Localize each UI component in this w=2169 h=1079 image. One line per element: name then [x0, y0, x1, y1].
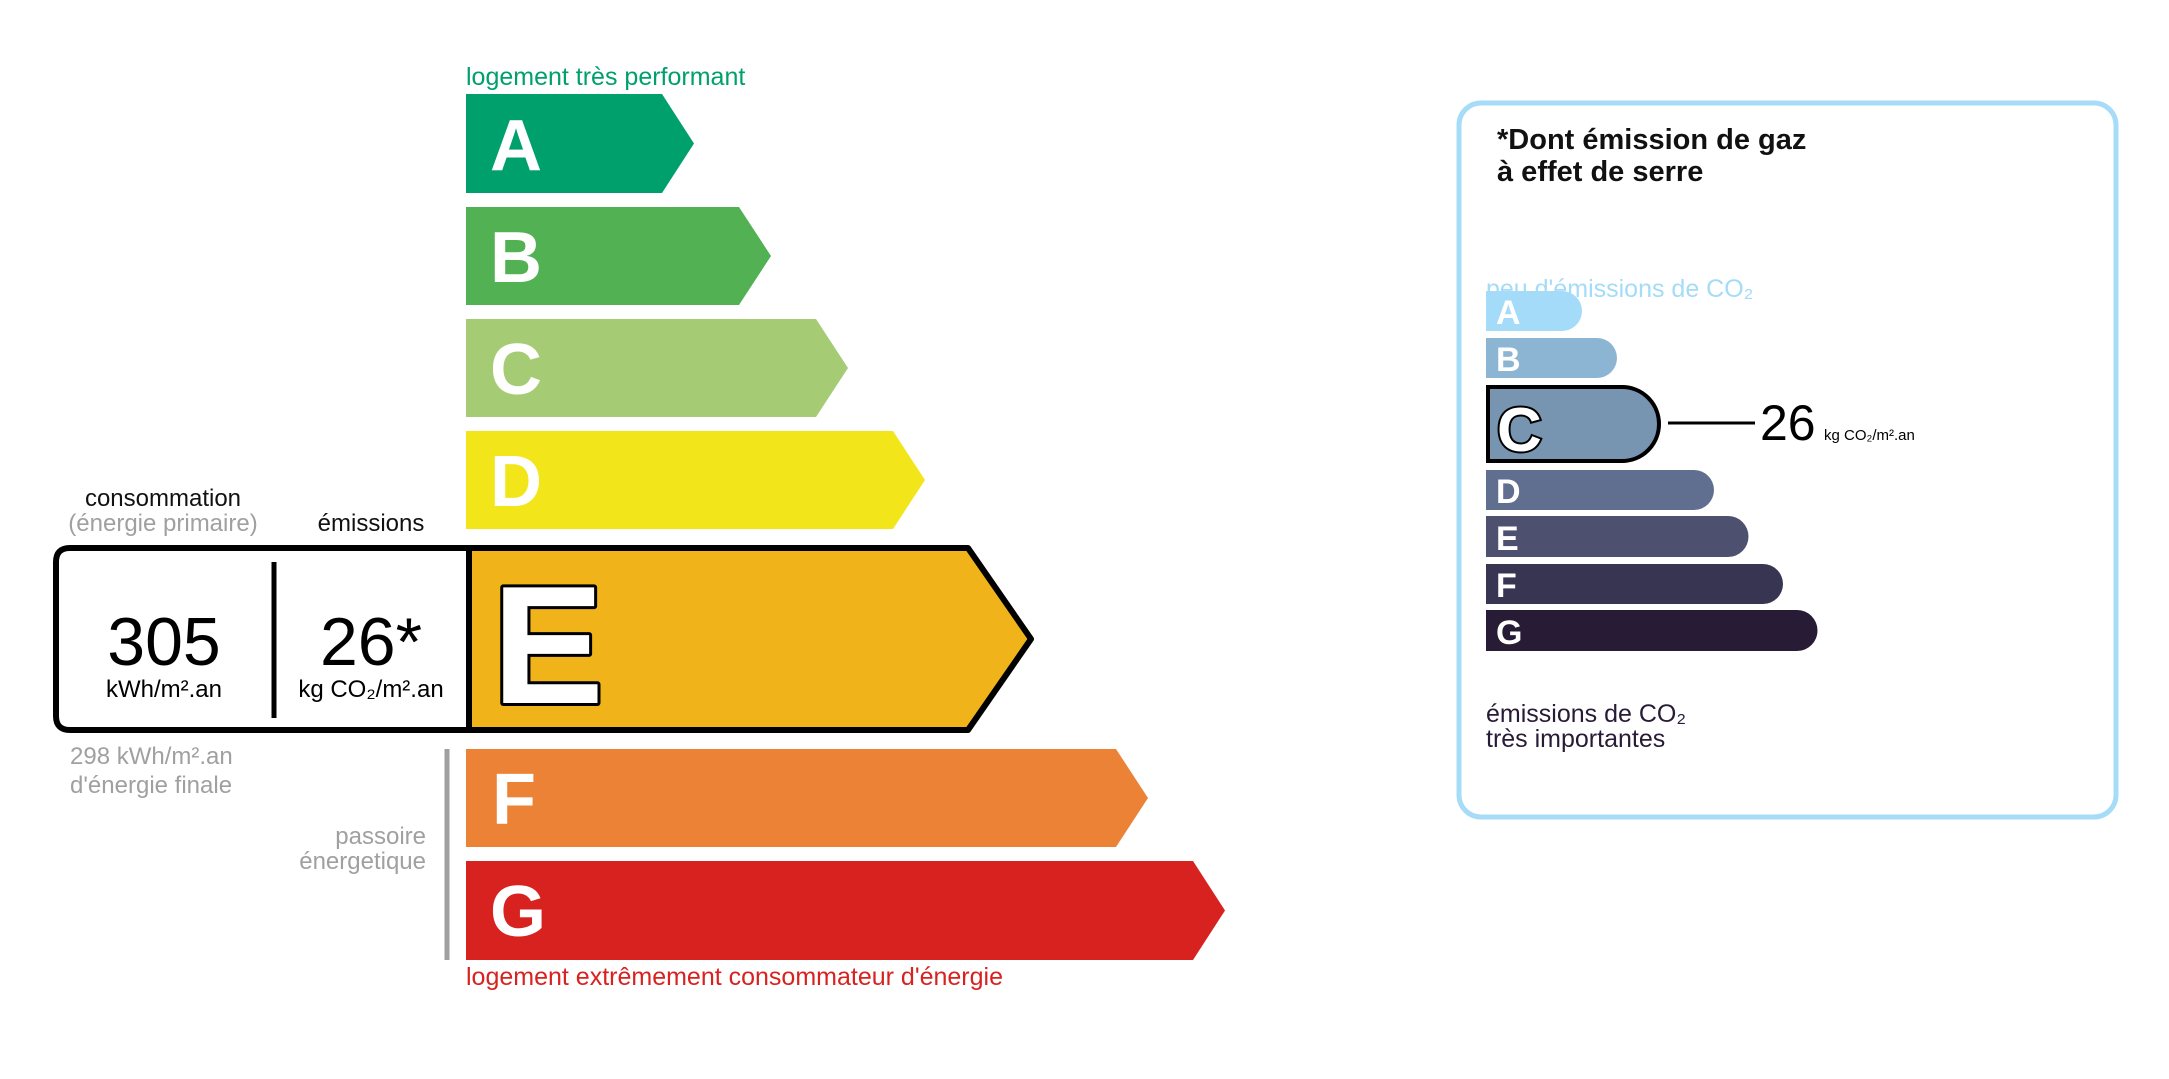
consumption-label: consommation	[85, 485, 241, 512]
class-letter-a: A	[490, 106, 542, 186]
consumption-sublabel: (énergie primaire)	[68, 510, 257, 537]
ghg-title-1: *Dont émission de gaz	[1497, 124, 1806, 156]
consumption-value: 305	[107, 604, 220, 680]
ghg-class-d: D	[1486, 470, 1714, 511]
current-energy-class-e: E 305 kWh/m².an 26* kg CO₂/m².an	[53, 545, 1034, 742]
ghg-letter-f: F	[1496, 567, 1517, 605]
ghg-value: 26	[1760, 395, 1816, 451]
energy-class-d: D	[466, 431, 925, 529]
ghg-class-f: F	[1486, 564, 1783, 605]
bottom-caption: logement extrêmement consommateur d'éner…	[466, 963, 1003, 991]
energy-class-f: F	[466, 749, 1148, 847]
passoire-label-2: énergetique	[299, 848, 426, 875]
final-energy-label: d'énergie finale	[70, 772, 232, 799]
ghg-title-2: à effet de serre	[1497, 156, 1703, 188]
passoire-label-1: passoire	[335, 823, 426, 850]
final-energy-value: 298 kWh/m².an	[70, 743, 233, 770]
ghg-unit: kg CO₂/m².an	[1824, 427, 1915, 444]
emissions-unit: kg CO₂/m².an	[298, 676, 443, 703]
class-letter-c: C	[490, 330, 542, 410]
ghg-class-b: B	[1486, 338, 1617, 379]
ghg-letter-d: D	[1496, 473, 1521, 511]
ghg-class-c-current: C	[1486, 385, 1661, 467]
ghg-class-g: G	[1486, 610, 1818, 652]
energy-class-b: B	[466, 207, 771, 305]
ghg-bottom-caption-2: très importantes	[1486, 725, 1665, 753]
class-letter-d: D	[490, 442, 542, 522]
current-class-letter: E	[492, 551, 604, 739]
ghg-panel: *Dont émission de gaz à effet de serre p…	[1456, 100, 2119, 820]
consumption-unit: kWh/m².an	[106, 676, 222, 703]
energy-class-c: C	[466, 319, 848, 417]
class-letter-f: F	[492, 760, 536, 840]
ghg-class-a: A	[1486, 291, 1582, 332]
ghg-letter-c: C	[1497, 396, 1542, 465]
ghg-bottom-caption-1: émissions de CO₂	[1486, 700, 1686, 728]
ghg-letter-e: E	[1496, 520, 1519, 558]
ghg-class-e: E	[1486, 516, 1749, 558]
ghg-letter-b: B	[1496, 341, 1521, 379]
energy-class-a: A	[466, 94, 694, 193]
emissions-value: 26*	[320, 604, 422, 680]
ghg-letter-a: A	[1496, 294, 1521, 332]
class-letter-g: G	[490, 872, 546, 952]
energy-class-g: G	[466, 861, 1225, 960]
ghg-letter-g: G	[1496, 614, 1522, 652]
top-caption: logement très performant	[466, 63, 745, 91]
class-letter-b: B	[490, 218, 542, 298]
emissions-label: émissions	[318, 510, 425, 537]
